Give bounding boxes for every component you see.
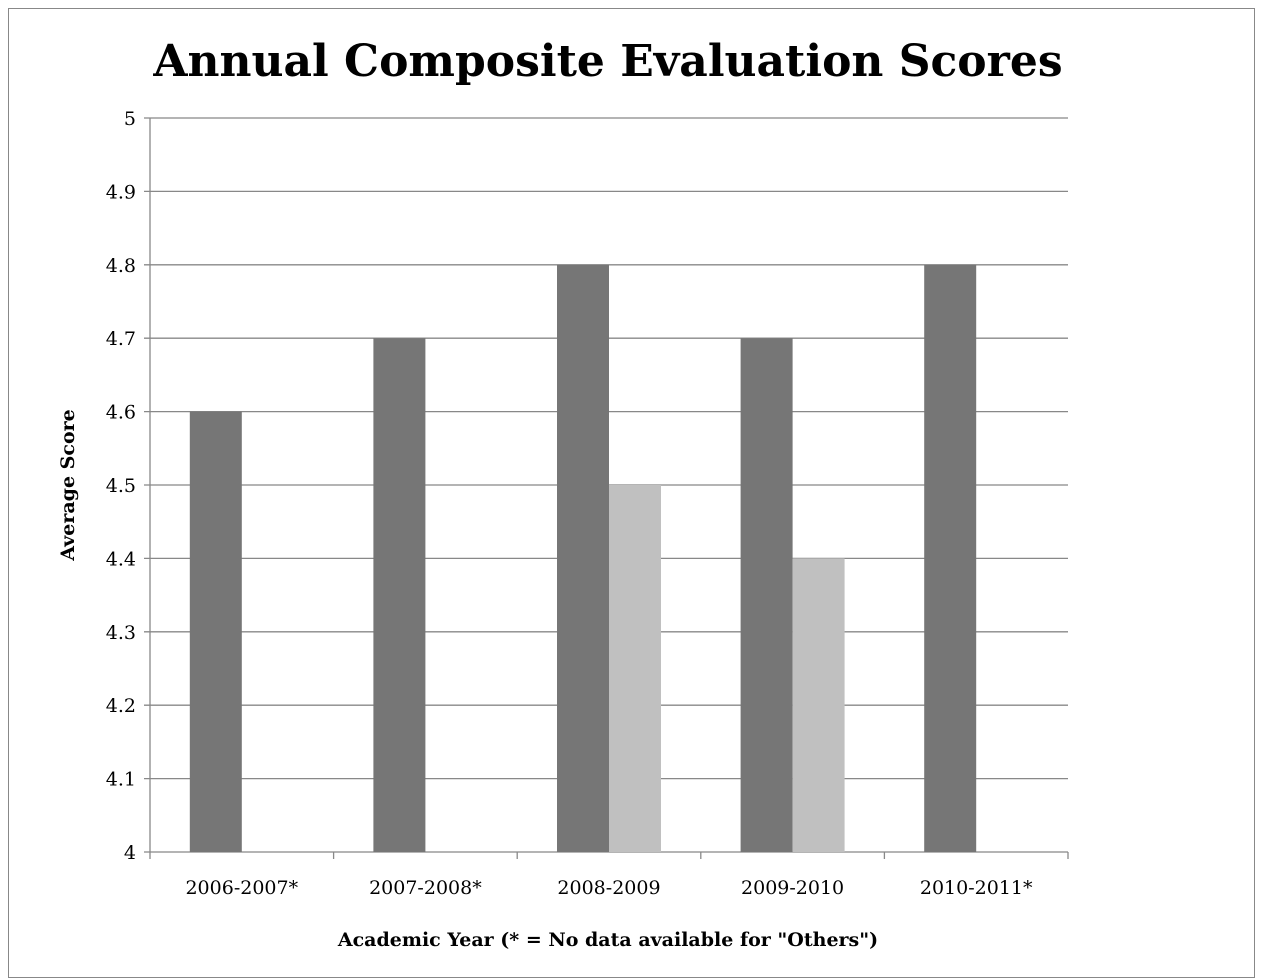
y-tick-label: 4.3 bbox=[106, 622, 136, 644]
y-tick-label: 4.9 bbox=[106, 181, 136, 203]
y-tick-label: 4.5 bbox=[106, 475, 136, 497]
y-tick-label: 4.2 bbox=[106, 695, 136, 717]
x-axis-title: Academic Year (* = No data available for… bbox=[337, 929, 878, 951]
bar-series-1 bbox=[557, 264, 609, 852]
y-tick-label: 4.4 bbox=[106, 548, 136, 570]
x-tick-label: 2010-2011* bbox=[920, 877, 1033, 899]
x-tick-label: 2007-2008* bbox=[369, 877, 482, 899]
y-tick-label: 4.7 bbox=[106, 328, 136, 350]
bar-series-1 bbox=[189, 411, 242, 852]
x-tick-label: 2006-2007* bbox=[185, 877, 298, 899]
bar-series-1 bbox=[740, 338, 793, 852]
x-tick-label: 2009-2010 bbox=[741, 877, 844, 899]
bar-series-2 bbox=[792, 558, 845, 852]
bar-series-2 bbox=[609, 485, 661, 852]
chart-title: Annual Composite Evaluation Scores bbox=[152, 36, 1062, 87]
bars bbox=[189, 264, 977, 852]
x-tick-label: 2008-2009 bbox=[557, 877, 660, 899]
bar-series-1 bbox=[373, 338, 426, 852]
y-tick-label: 4.8 bbox=[106, 255, 136, 277]
axes: 4 4.1 4.2 4.3 4.4 4.5 4.6 4.7 4.8 4.9 5 2006-2007* 2… bbox=[106, 108, 1069, 899]
y-tick-label: 4.1 bbox=[106, 769, 136, 791]
y-tick-label: 5 bbox=[124, 108, 136, 130]
y-axis-title: Average Score bbox=[57, 409, 79, 561]
y-tick-label: 4.6 bbox=[106, 402, 136, 424]
bar-series-1 bbox=[924, 264, 977, 852]
y-tick-label: 4 bbox=[124, 842, 136, 864]
